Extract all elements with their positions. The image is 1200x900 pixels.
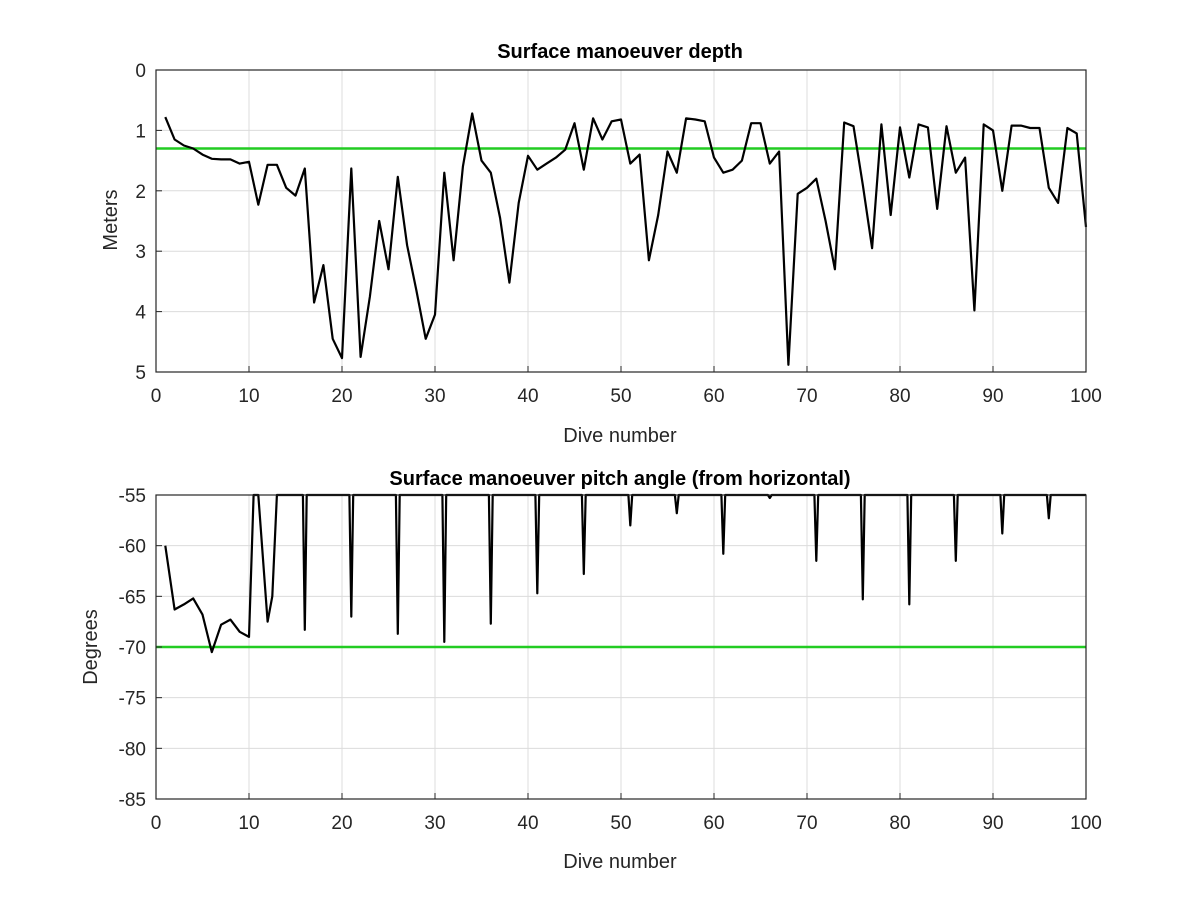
- pitch-y-axis-label: Degrees: [80, 609, 102, 685]
- y-tick-label: 1: [135, 121, 146, 142]
- depth-grid: [156, 70, 1086, 372]
- x-tick-label: 70: [796, 386, 817, 407]
- x-tick-label: 50: [610, 813, 631, 834]
- y-tick-label: 2: [135, 182, 146, 203]
- x-tick-label: 0: [151, 813, 162, 834]
- pitch-chart: Surface manoeuver pitch angle (from hori…: [80, 468, 1102, 873]
- pitch-series: [164, 493, 1087, 654]
- depth-chart-title: Surface manoeuver depth: [497, 41, 743, 63]
- y-tick-label: 5: [135, 363, 146, 384]
- x-tick-label: 60: [703, 813, 724, 834]
- y-tick-label: 3: [135, 242, 146, 263]
- x-tick-label: 80: [889, 813, 910, 834]
- depth-x-axis-label: Dive number: [563, 425, 677, 447]
- y-tick-label: -85: [119, 790, 146, 811]
- x-tick-label: 30: [424, 386, 445, 407]
- data-series-line: [164, 493, 1086, 654]
- data-series-line: [164, 112, 1088, 366]
- x-tick-label: 50: [610, 386, 631, 407]
- x-tick-label: 30: [424, 813, 445, 834]
- pitch-ticks: 0 10 20 30 40 50 60 70 80 90 100 -55 -60 -65 -70 -75 -80…: [119, 486, 1102, 834]
- depth-series: [164, 112, 1088, 366]
- pitch-x-axis-label: Dive number: [563, 851, 677, 873]
- x-tick-label: 10: [238, 813, 259, 834]
- x-tick-label: 40: [517, 813, 538, 834]
- x-tick-label: 90: [982, 813, 1003, 834]
- x-tick-label: 100: [1070, 813, 1102, 834]
- x-tick-label: 60: [703, 386, 724, 407]
- y-tick-label: -60: [119, 537, 146, 558]
- depth-y-axis-label: Meters: [100, 189, 122, 250]
- x-tick-label: 20: [331, 386, 352, 407]
- x-tick-label: 0: [151, 386, 162, 407]
- pitch-chart-title: Surface manoeuver pitch angle (from hori…: [389, 468, 850, 490]
- y-tick-label: -75: [119, 689, 146, 710]
- y-tick-label: -80: [119, 739, 146, 760]
- y-tick-label: 4: [135, 303, 146, 324]
- y-tick-label: -65: [119, 587, 146, 608]
- x-tick-label: 80: [889, 386, 910, 407]
- x-tick-label: 40: [517, 386, 538, 407]
- depth-chart: Surface manoeuver depth 0 10 20 30 40 50 60 70 8…: [100, 41, 1102, 447]
- x-tick-label: 10: [238, 386, 259, 407]
- y-tick-label: -55: [119, 486, 146, 507]
- y-tick-label: 0: [135, 61, 146, 82]
- depth-ticks: 0 10 20 30 40 50 60 70 80 90 100 0 1 2 3 4 5: [135, 61, 1101, 407]
- x-tick-label: 70: [796, 813, 817, 834]
- x-tick-label: 100: [1070, 386, 1102, 407]
- x-tick-label: 90: [982, 386, 1003, 407]
- x-tick-label: 20: [331, 813, 352, 834]
- y-tick-label: -70: [119, 638, 146, 659]
